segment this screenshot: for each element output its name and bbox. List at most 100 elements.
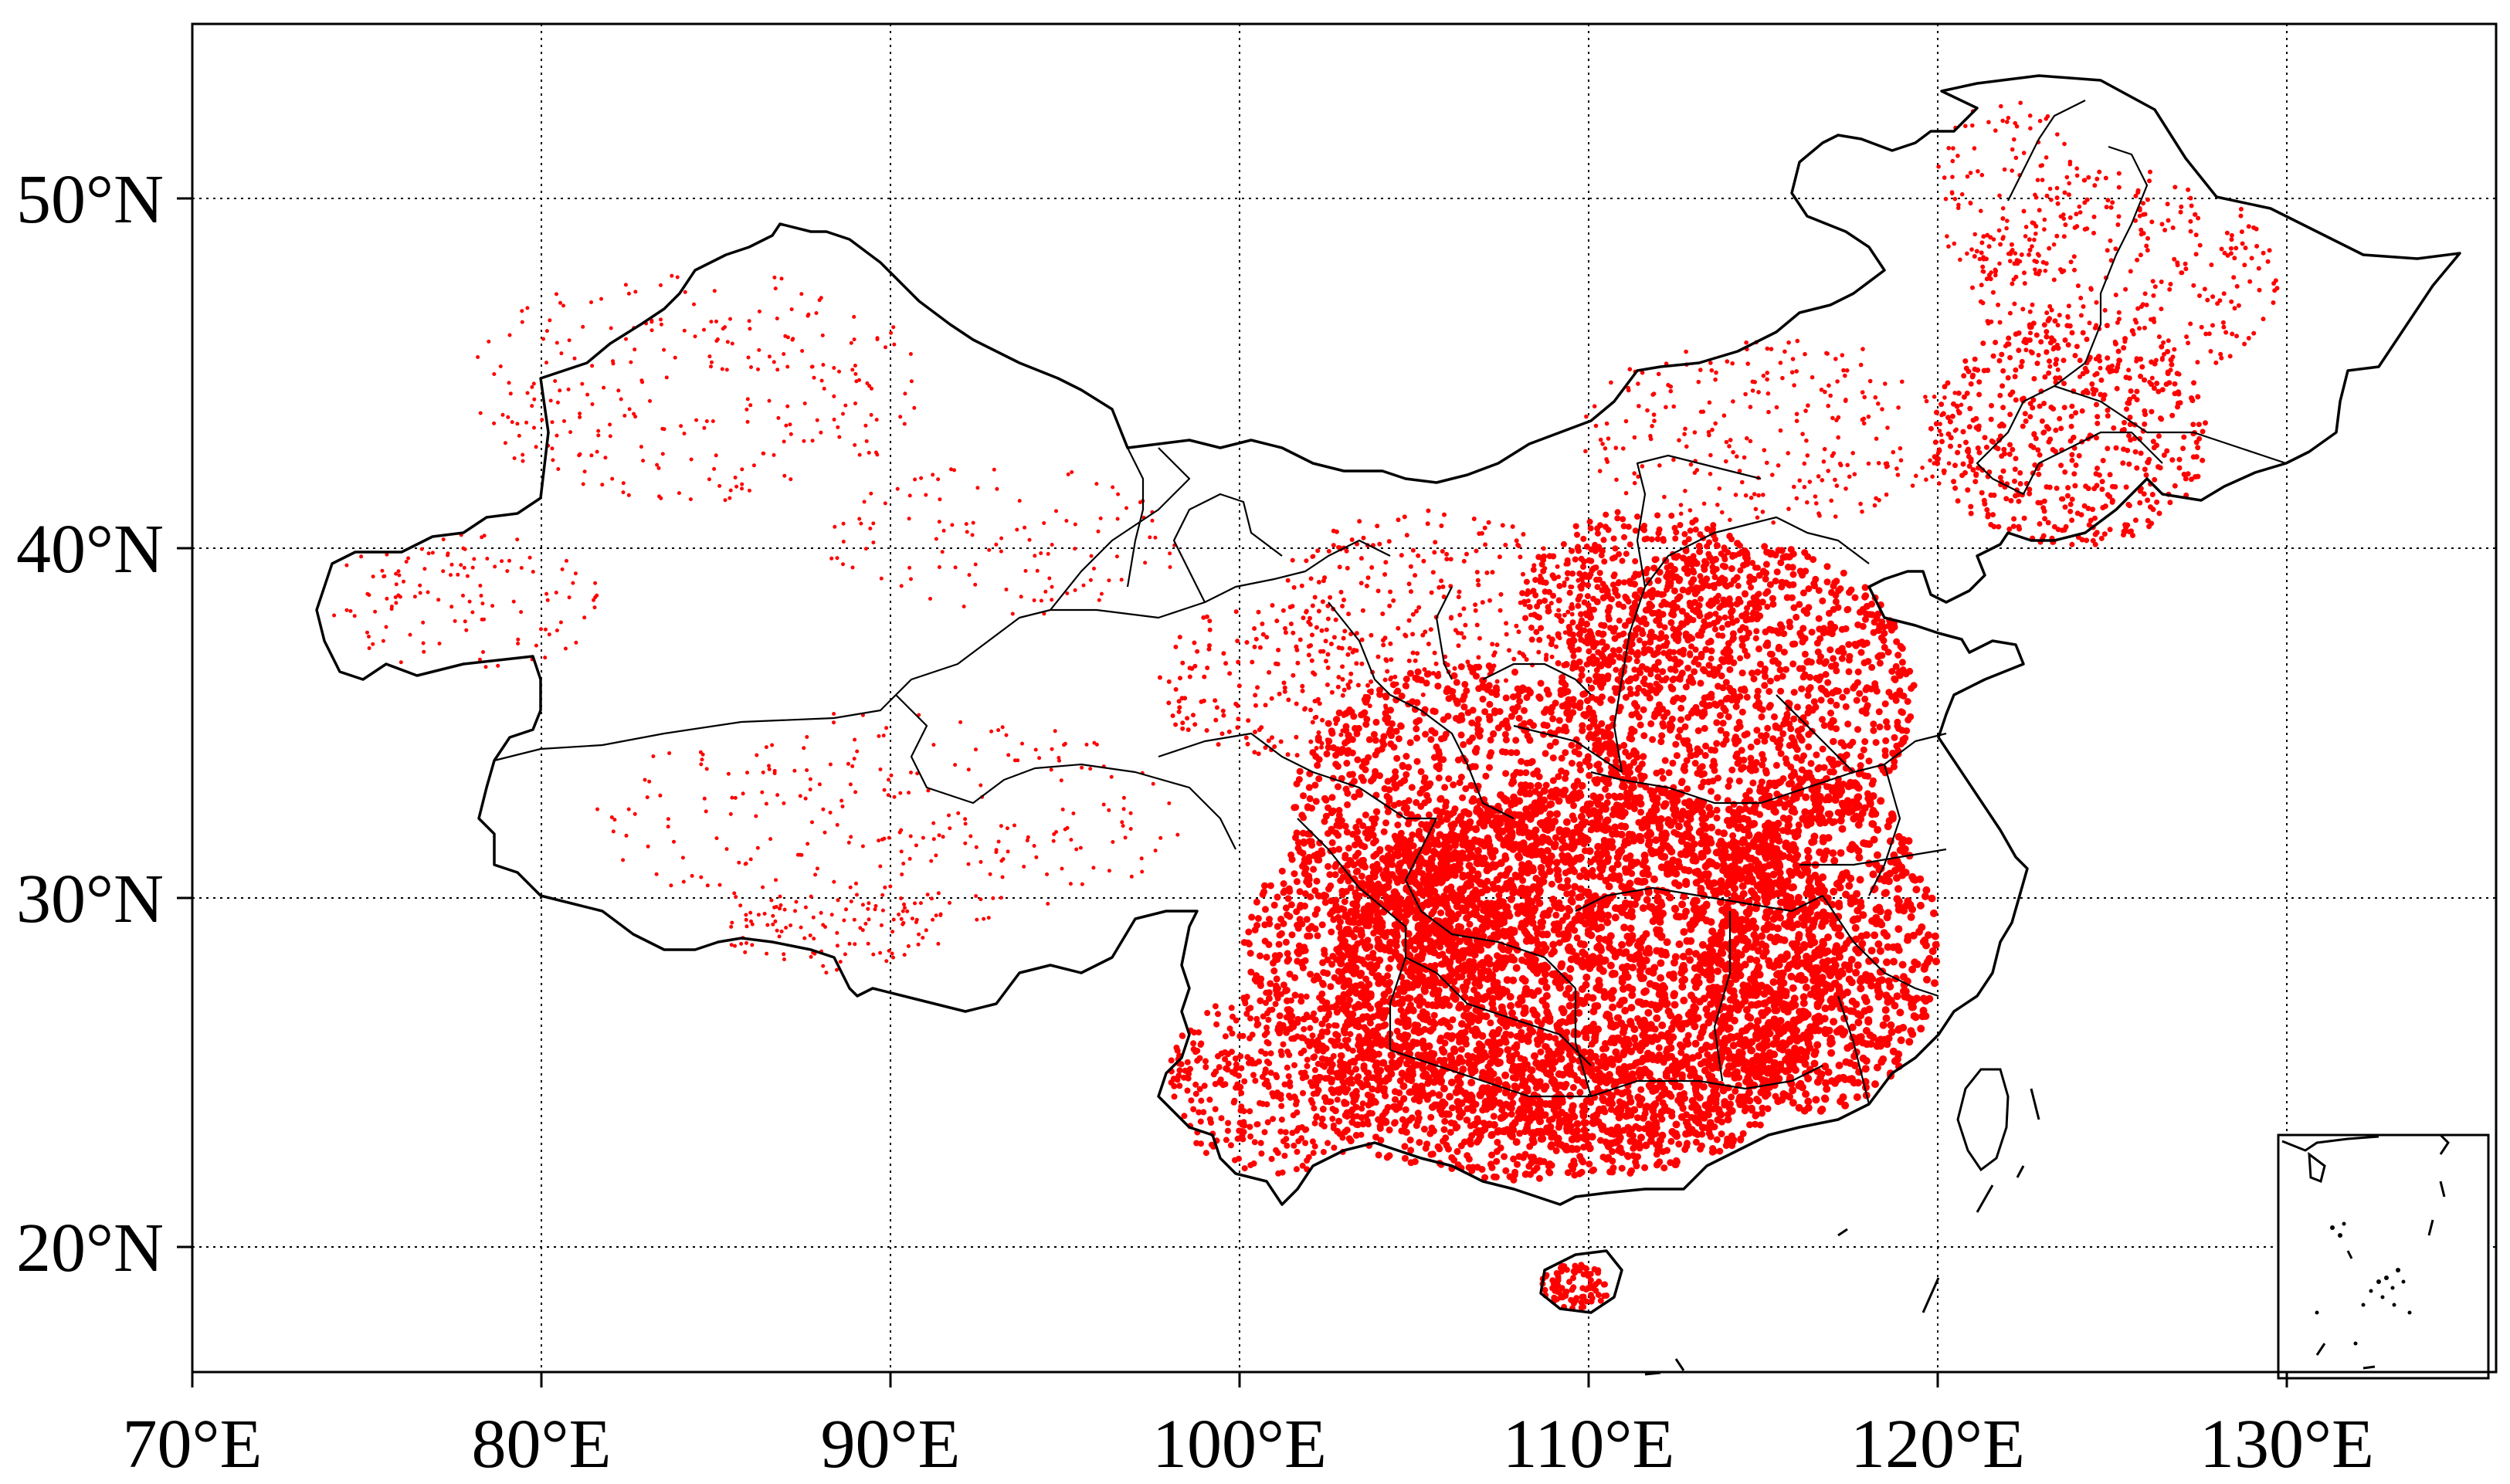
station-point xyxy=(1866,1031,1874,1039)
station-point xyxy=(1672,1120,1681,1129)
station-point xyxy=(1742,590,1749,598)
station-point xyxy=(1555,797,1563,805)
station-point xyxy=(1605,723,1613,731)
station-point xyxy=(1555,982,1564,991)
station-point xyxy=(1788,594,1796,601)
station-point xyxy=(1786,911,1795,920)
station-point xyxy=(1762,913,1770,921)
station-point xyxy=(1775,836,1783,845)
station-point xyxy=(1790,689,1798,696)
station-point xyxy=(1800,816,1808,823)
station-point xyxy=(1568,1135,1576,1143)
station-point xyxy=(1809,1026,1817,1035)
station-point xyxy=(1745,988,1753,997)
station-point xyxy=(1843,871,1851,879)
station-point xyxy=(1830,887,1838,896)
station-point xyxy=(1542,983,1551,991)
station-point xyxy=(1817,944,1826,951)
station-point xyxy=(1628,991,1637,999)
station-point xyxy=(1856,876,1864,884)
station-point xyxy=(1876,652,1884,659)
station-point xyxy=(1774,924,1782,933)
station-point xyxy=(1702,645,1710,653)
station-point xyxy=(1832,661,1840,669)
station-point xyxy=(1685,947,1694,956)
station-point xyxy=(1490,1120,1498,1129)
station-point xyxy=(1793,754,1800,761)
station-point xyxy=(1717,1025,1725,1033)
station-point xyxy=(1854,726,1861,734)
station-point xyxy=(1403,676,1410,683)
station-point xyxy=(1619,984,1627,993)
station-point xyxy=(1698,808,1707,817)
station-point xyxy=(1571,883,1579,891)
station-point xyxy=(1857,649,1865,656)
station-point xyxy=(1801,549,1809,557)
station-point xyxy=(1629,750,1637,757)
station-point xyxy=(1803,952,1811,961)
station-point xyxy=(1768,651,1776,658)
station-point xyxy=(1724,1011,1732,1020)
station-point xyxy=(1413,734,1421,742)
station-point xyxy=(1827,1003,1836,1011)
station-point xyxy=(1672,805,1680,813)
station-point xyxy=(1868,611,1876,618)
station-point xyxy=(1507,895,1515,903)
station-point xyxy=(1831,579,1839,586)
station-point xyxy=(1752,856,1760,865)
station-point xyxy=(1765,688,1773,695)
station-point xyxy=(1859,911,1867,920)
station-point xyxy=(1798,725,1806,733)
station-point xyxy=(1888,626,1895,634)
station-point xyxy=(1725,783,1732,790)
station-point xyxy=(1531,1052,1538,1060)
station-point xyxy=(1857,984,1865,993)
station-point xyxy=(1845,641,1853,649)
station-point xyxy=(1610,970,1619,978)
station-point xyxy=(1819,597,1827,605)
station-point xyxy=(1642,956,1650,964)
station-point xyxy=(1482,772,1490,780)
station-point xyxy=(1713,806,1721,814)
station-point xyxy=(1819,716,1826,723)
station-point xyxy=(1880,929,1888,937)
station-point xyxy=(1870,727,1877,734)
station-point xyxy=(1506,993,1514,1001)
gridlines xyxy=(192,24,2496,1372)
station-point xyxy=(1876,659,1884,667)
station-point xyxy=(1512,964,1521,972)
station-point xyxy=(1772,761,1780,769)
station-point xyxy=(1562,990,1570,998)
station-point xyxy=(1841,1101,1850,1110)
station-point xyxy=(1786,742,1793,749)
station-point xyxy=(1725,879,1733,888)
station-point xyxy=(1827,697,1834,705)
station-point xyxy=(1645,967,1654,975)
station-point xyxy=(1545,867,1554,876)
station-point xyxy=(1800,975,1809,984)
station-point xyxy=(1761,668,1768,676)
station-point xyxy=(1901,988,1910,996)
station-point xyxy=(1748,875,1756,883)
station-point xyxy=(1870,628,1877,636)
station-point xyxy=(1738,882,1747,890)
station-point xyxy=(1829,756,1837,764)
station-point xyxy=(1765,1029,1774,1038)
station-point xyxy=(1621,622,1629,629)
station-point xyxy=(1864,702,1871,710)
station-point xyxy=(1597,923,1606,932)
station-point xyxy=(1868,781,1876,788)
station-point xyxy=(1650,1101,1658,1110)
station-point xyxy=(1577,812,1586,821)
station-point xyxy=(1639,974,1647,982)
station-point xyxy=(1870,720,1877,728)
station-point xyxy=(1836,953,1843,961)
station-point xyxy=(1904,897,1912,905)
station-point xyxy=(1528,1028,1537,1036)
station-point xyxy=(1732,960,1741,968)
station-point xyxy=(1898,740,1905,748)
station-points xyxy=(332,100,2280,1312)
station-point xyxy=(1595,934,1603,943)
station-point xyxy=(1671,696,1677,703)
station-point xyxy=(1822,796,1830,804)
